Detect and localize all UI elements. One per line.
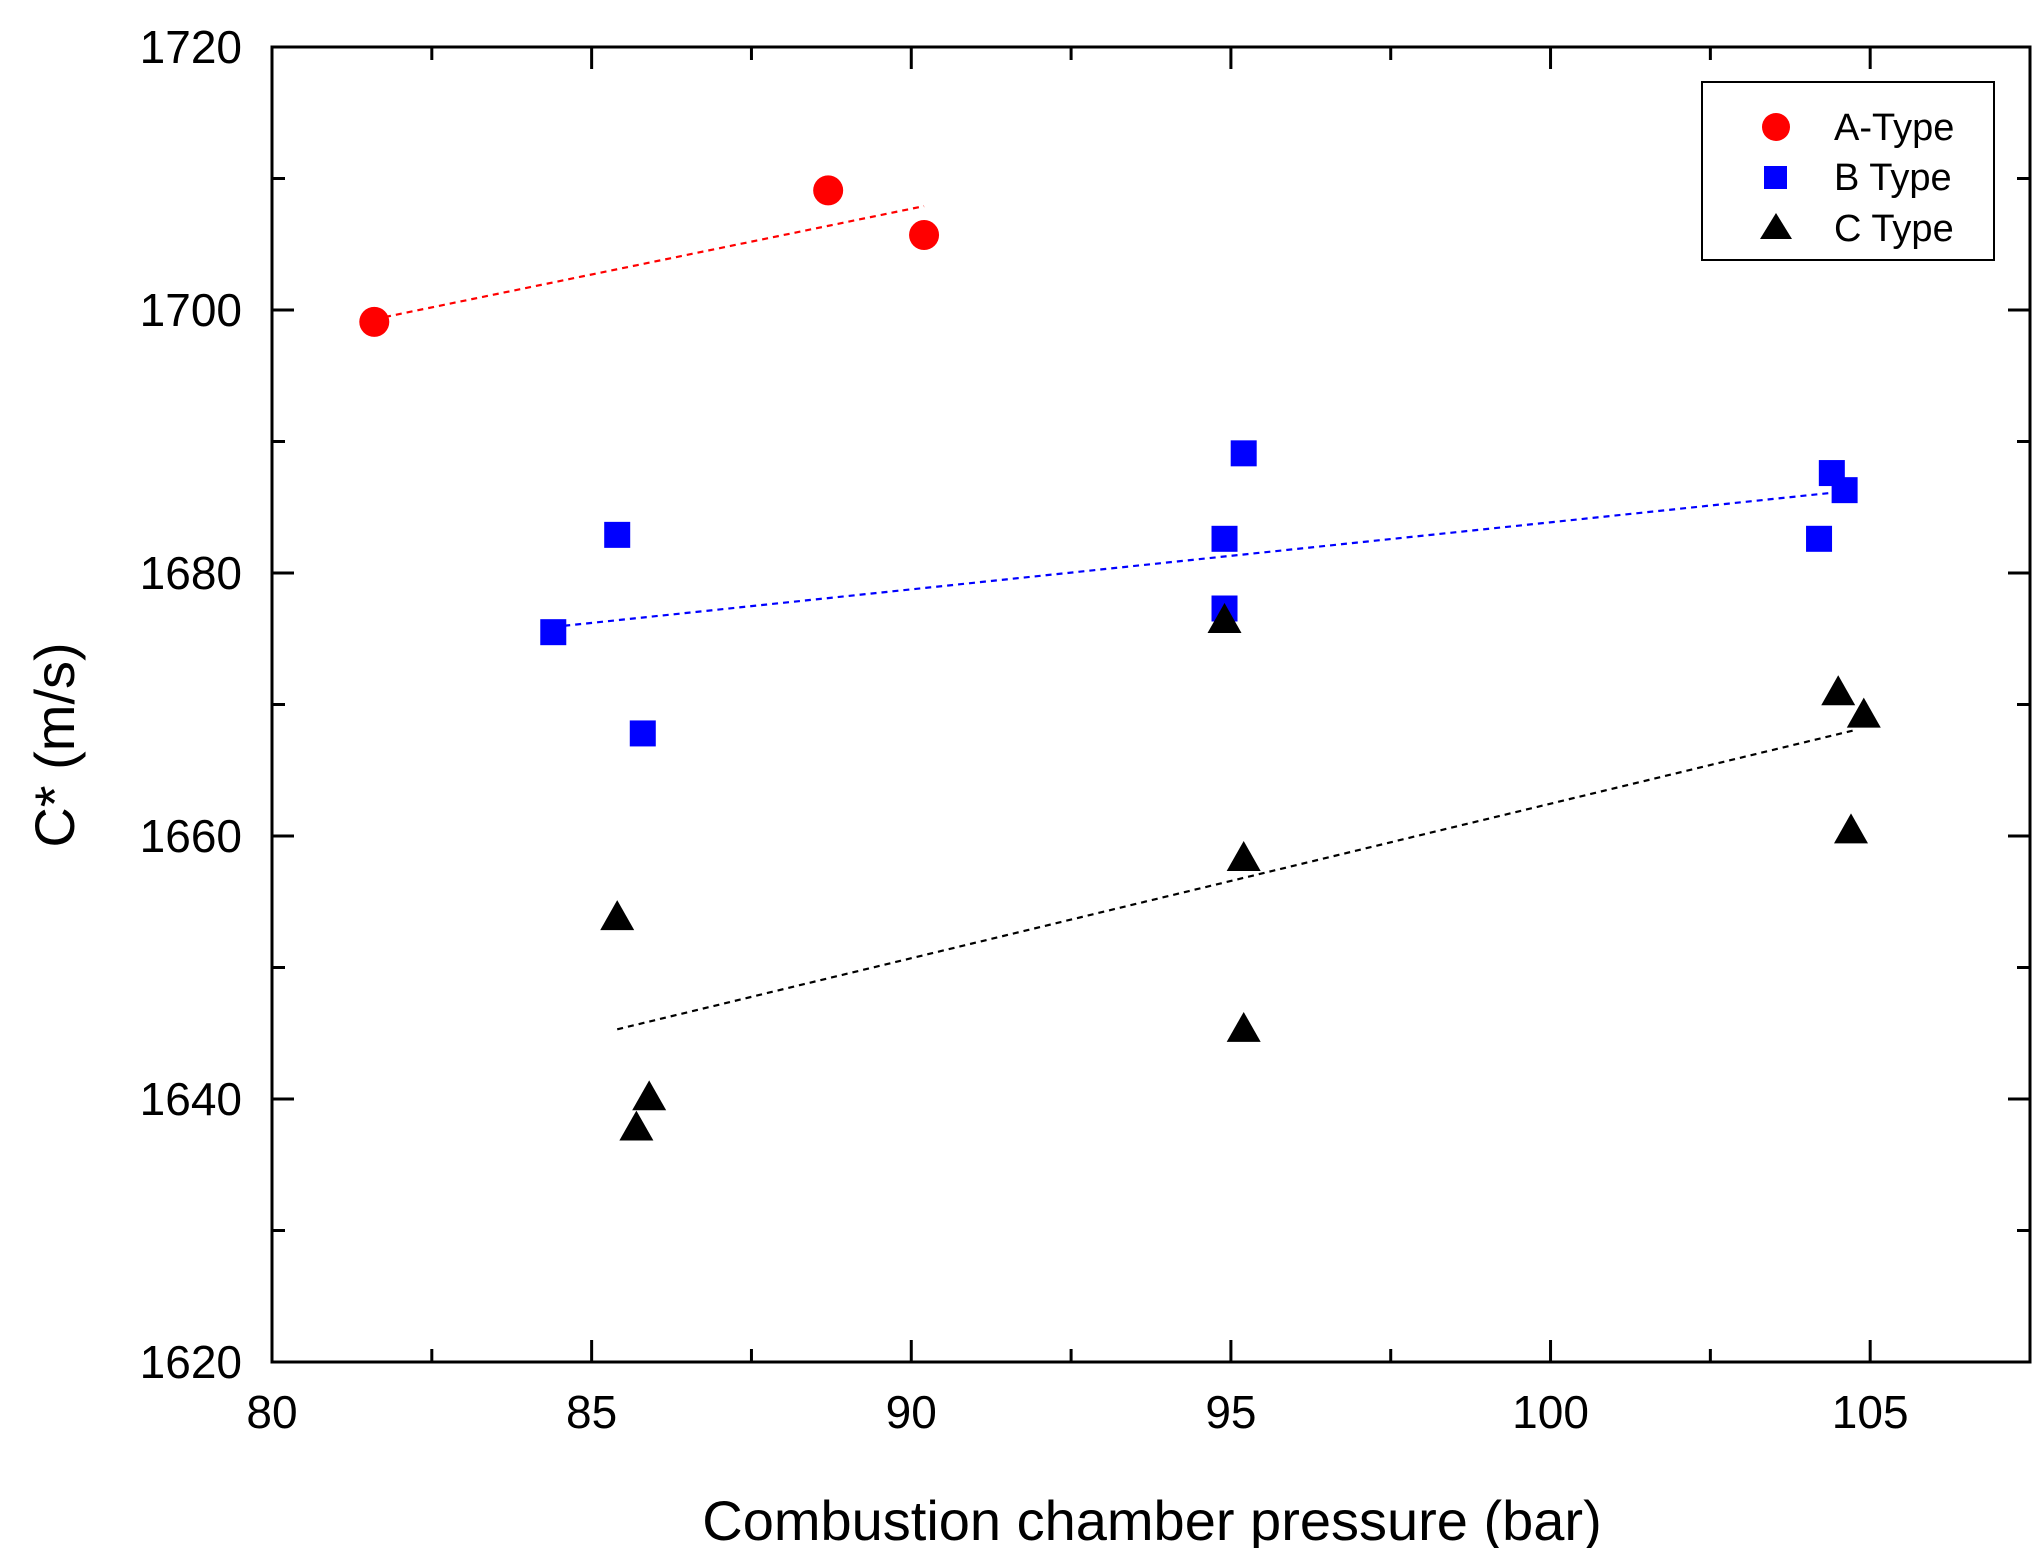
point-b-type [1211, 525, 1238, 552]
point-a-type [359, 306, 390, 337]
point-b-type [1806, 525, 1833, 552]
data-markers [359, 175, 1881, 1141]
point-c-type [632, 1080, 667, 1111]
point-c-type [1207, 602, 1242, 633]
point-c-type [600, 900, 635, 931]
point-c-type [619, 1110, 654, 1141]
y-tick-label: 1620 [140, 1336, 242, 1388]
trendline-a-type [374, 205, 925, 321]
legend: A-Type B Type C Type [1701, 81, 1995, 261]
trendline-b-type [553, 491, 1832, 629]
y-tick-label: 1660 [140, 810, 242, 862]
x-axis-title: Combustion chamber pressure (bar) [702, 1489, 1601, 1548]
point-a-type [813, 175, 844, 206]
legend-marker-c-type [1760, 213, 1792, 239]
point-b-type [629, 720, 656, 747]
y-axis-title: C* (m/s) [23, 642, 86, 847]
x-tick-label: 80 [246, 1386, 297, 1438]
legend-label-a-type: A-Type [1834, 107, 1954, 149]
point-a-type [909, 220, 940, 251]
tick-labels: 80 85 90 95 100 105 1620 1640 1660 1680 1700 1720 [140, 21, 1909, 1438]
point-b-type [540, 619, 567, 646]
x-tick-label: 95 [1205, 1386, 1256, 1438]
y-tick-label: 1680 [140, 547, 242, 599]
y-tick-label: 1640 [140, 1073, 242, 1125]
legend-box [1701, 81, 1995, 261]
x-tick-label: 105 [1832, 1386, 1909, 1438]
legend-marker-a-type [1762, 113, 1790, 141]
y-tick-label: 1720 [140, 21, 242, 73]
x-tick-label: 100 [1512, 1386, 1589, 1438]
trendlines [374, 205, 1858, 1031]
point-c-type [1846, 697, 1881, 728]
point-c-type [1226, 840, 1261, 871]
point-b-type [1230, 440, 1257, 467]
point-c-type [1226, 1011, 1261, 1042]
x-tick-label: 90 [886, 1386, 937, 1438]
legend-marker-b-type [1764, 166, 1787, 189]
axis-ticks [270, 45, 2032, 1364]
point-c-type [1834, 813, 1869, 844]
x-tick-label: 85 [566, 1386, 617, 1438]
point-b-type [1831, 477, 1858, 504]
legend-label-b-type: B Type [1834, 157, 1952, 199]
point-b-type [604, 521, 631, 548]
legend-label-c-type: C Type [1834, 208, 1954, 250]
point-c-type [1821, 675, 1856, 706]
y-tick-label: 1700 [140, 284, 242, 336]
trendline-c-type [616, 728, 1858, 1031]
